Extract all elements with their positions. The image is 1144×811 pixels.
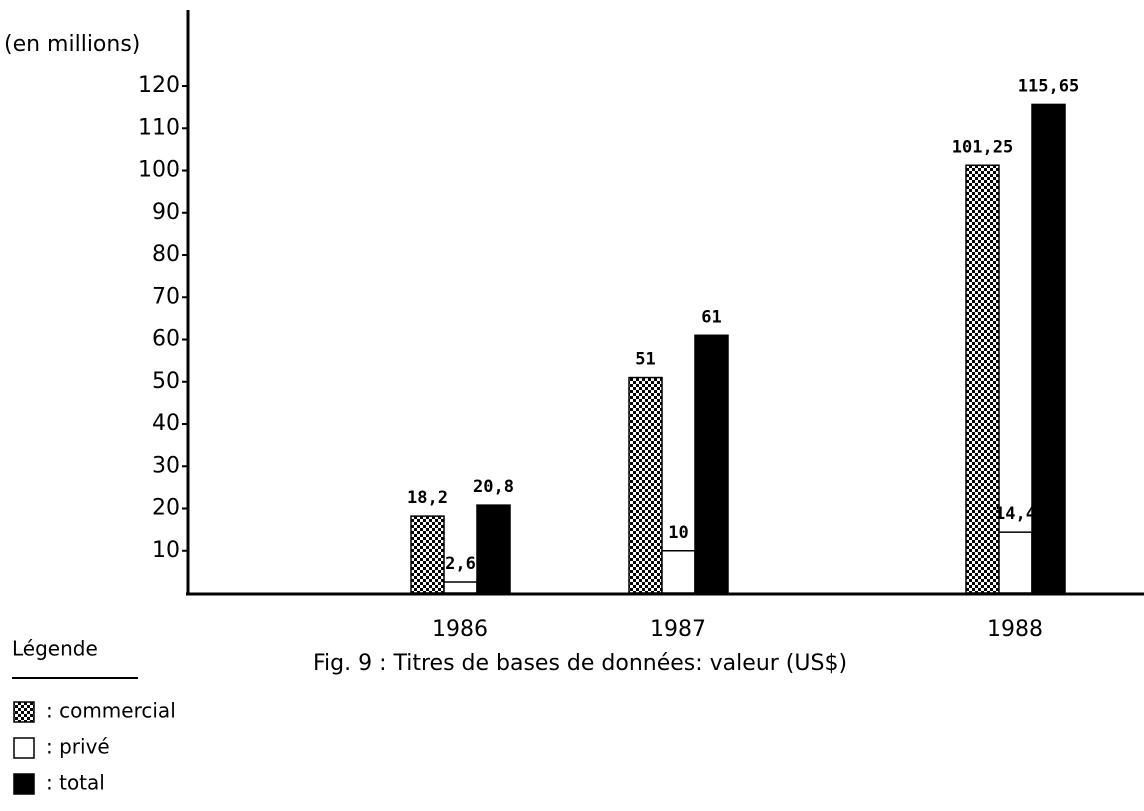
bar [965,164,1000,594]
y-tick-label: 100 [138,158,180,183]
bar [694,334,729,594]
y-tick-label: 80 [152,242,180,267]
y-tick-label: 10 [152,538,180,563]
bar [1031,103,1066,594]
legend-title: Légende [12,637,98,661]
y-tick-label: 40 [152,411,180,436]
legend-label: : total [46,771,105,795]
chart-title: Fig. 9 : Titres de bases de données: val… [313,651,847,676]
value-label: 10 [668,523,688,543]
y-tick-label: 60 [152,327,180,352]
legend-label: : privé [46,735,110,759]
y-tick-label: 30 [152,453,180,478]
y-axis-label: (en millions) [4,32,140,57]
value-label: 2,6 [445,554,476,574]
value-label: 101,25 [952,137,1013,157]
bar [628,376,663,594]
bar [410,515,445,594]
bar [476,504,511,594]
legend-swatch [13,737,35,759]
bar [998,531,1033,594]
y-tick-label: 120 [138,73,180,98]
y-tick-label: 20 [152,496,180,521]
value-label: 115,65 [1018,76,1079,96]
value-label: 51 [635,350,655,370]
value-label: 18,2 [407,488,448,508]
y-tick-label: 90 [152,200,180,225]
legend-label: : commercial [46,699,176,723]
legend-swatch [13,701,35,723]
bar [443,581,478,594]
legend-swatch [13,773,35,795]
x-tick-label: 1986 [432,617,488,642]
y-tick-label: 110 [138,115,180,140]
value-label: 20,8 [473,477,514,497]
bar [661,550,696,594]
x-tick-label: 1987 [650,617,706,642]
value-label: 14,4 [995,504,1036,524]
y-tick-label: 50 [152,369,180,394]
x-tick-label: 1988 [987,617,1043,642]
y-tick-label: 70 [152,284,180,309]
value-label: 61 [701,307,721,327]
